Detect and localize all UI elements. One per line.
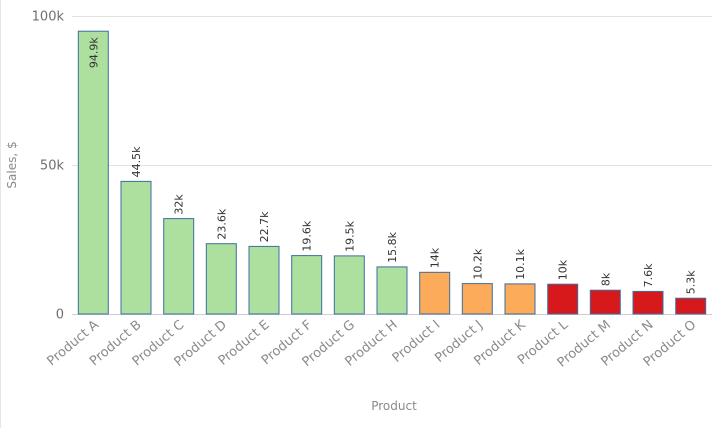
bar xyxy=(461,283,493,315)
bar xyxy=(291,255,323,315)
data-label: 8k xyxy=(599,272,612,286)
data-label: 32k xyxy=(173,194,186,215)
data-label: 22.7k xyxy=(258,211,271,242)
y-axis-title: Sales, $ xyxy=(5,141,19,188)
data-label: 5.3k xyxy=(685,270,698,294)
bar xyxy=(248,245,280,315)
data-label: 23.6k xyxy=(215,208,228,239)
bar xyxy=(333,255,365,315)
data-label: 14k xyxy=(429,247,442,268)
bar xyxy=(504,283,536,315)
data-label: 7.6k xyxy=(642,263,655,287)
y-tick-label: 0 xyxy=(56,308,64,323)
bars xyxy=(77,30,707,315)
bar xyxy=(163,218,195,315)
bar xyxy=(675,297,707,315)
bar xyxy=(419,271,451,315)
data-label: 94.9k xyxy=(87,37,100,68)
bar xyxy=(632,290,664,315)
data-label: 15.8k xyxy=(386,231,399,262)
y-axis-ticks: 0 50k 100k xyxy=(32,10,65,323)
data-label: 10.1k xyxy=(514,248,527,279)
x-axis-title: Product xyxy=(371,399,417,413)
y-tick-label: 100k xyxy=(32,10,65,25)
data-label: 10.2k xyxy=(471,248,484,279)
y-tick-label: 50k xyxy=(40,159,65,174)
data-label: 19.5k xyxy=(343,220,356,251)
bar xyxy=(77,30,109,315)
data-label: 44.5k xyxy=(130,146,143,177)
data-label: 10k xyxy=(557,259,570,280)
bar xyxy=(376,266,408,315)
data-labels: 94.9k 44.5k 32k 23.6k 22.7k 19.6k 19.5k 15.8k 14… xyxy=(87,37,697,295)
data-label: 19.6k xyxy=(301,220,314,251)
bar xyxy=(589,289,621,315)
bar xyxy=(205,243,237,315)
bar xyxy=(547,283,579,315)
bar xyxy=(120,180,152,315)
